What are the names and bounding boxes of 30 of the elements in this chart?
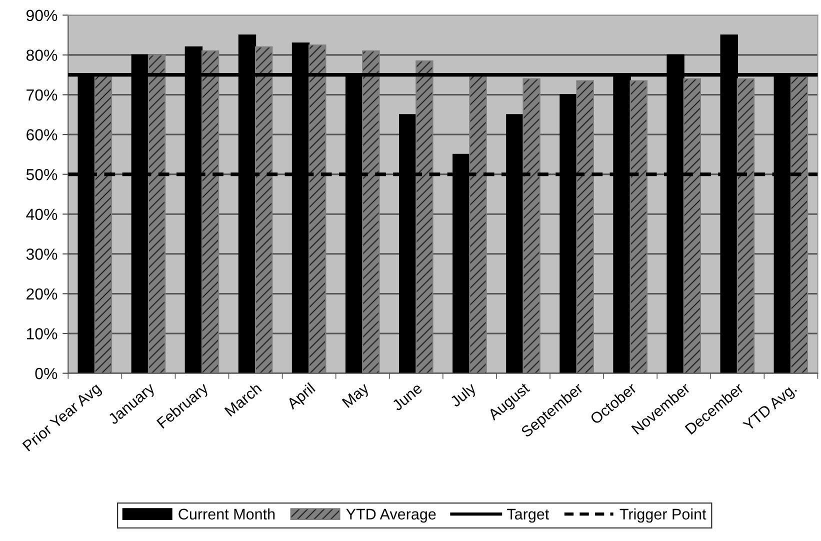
bar [683,78,702,374]
x-tick-label: June [391,382,423,412]
bar [416,60,434,374]
bar [308,44,326,374]
bar [201,50,220,374]
legend-label: YTD Average [346,508,436,523]
x-tick-label: YTD Avg. [742,382,800,434]
bar [790,76,808,374]
y-tick-label: 10% [26,328,58,340]
x-tick-label: May [342,382,372,410]
bar [630,80,648,374]
bar [576,80,594,374]
x-tick-label: July [449,382,479,410]
legend-label: Target [507,508,550,523]
y-tick-label: 50% [26,168,58,180]
y-tick-label: 70% [26,89,58,101]
bar [254,46,273,374]
y-tick-label: 60% [26,129,58,140]
bar [148,54,166,374]
y-tick-label: 90% [26,10,58,22]
y-tick-label: 20% [26,288,58,300]
y-tick-label: 80% [26,50,58,61]
bar [736,78,755,374]
legend-label: Current Month [178,508,275,520]
legend-label: Trigger Point [620,508,706,523]
y-tick-label: 0% [35,368,58,380]
bar [522,78,540,374]
y-tick-label: 40% [26,208,58,220]
y-tick-label: 30% [26,248,58,260]
bar [362,50,380,374]
